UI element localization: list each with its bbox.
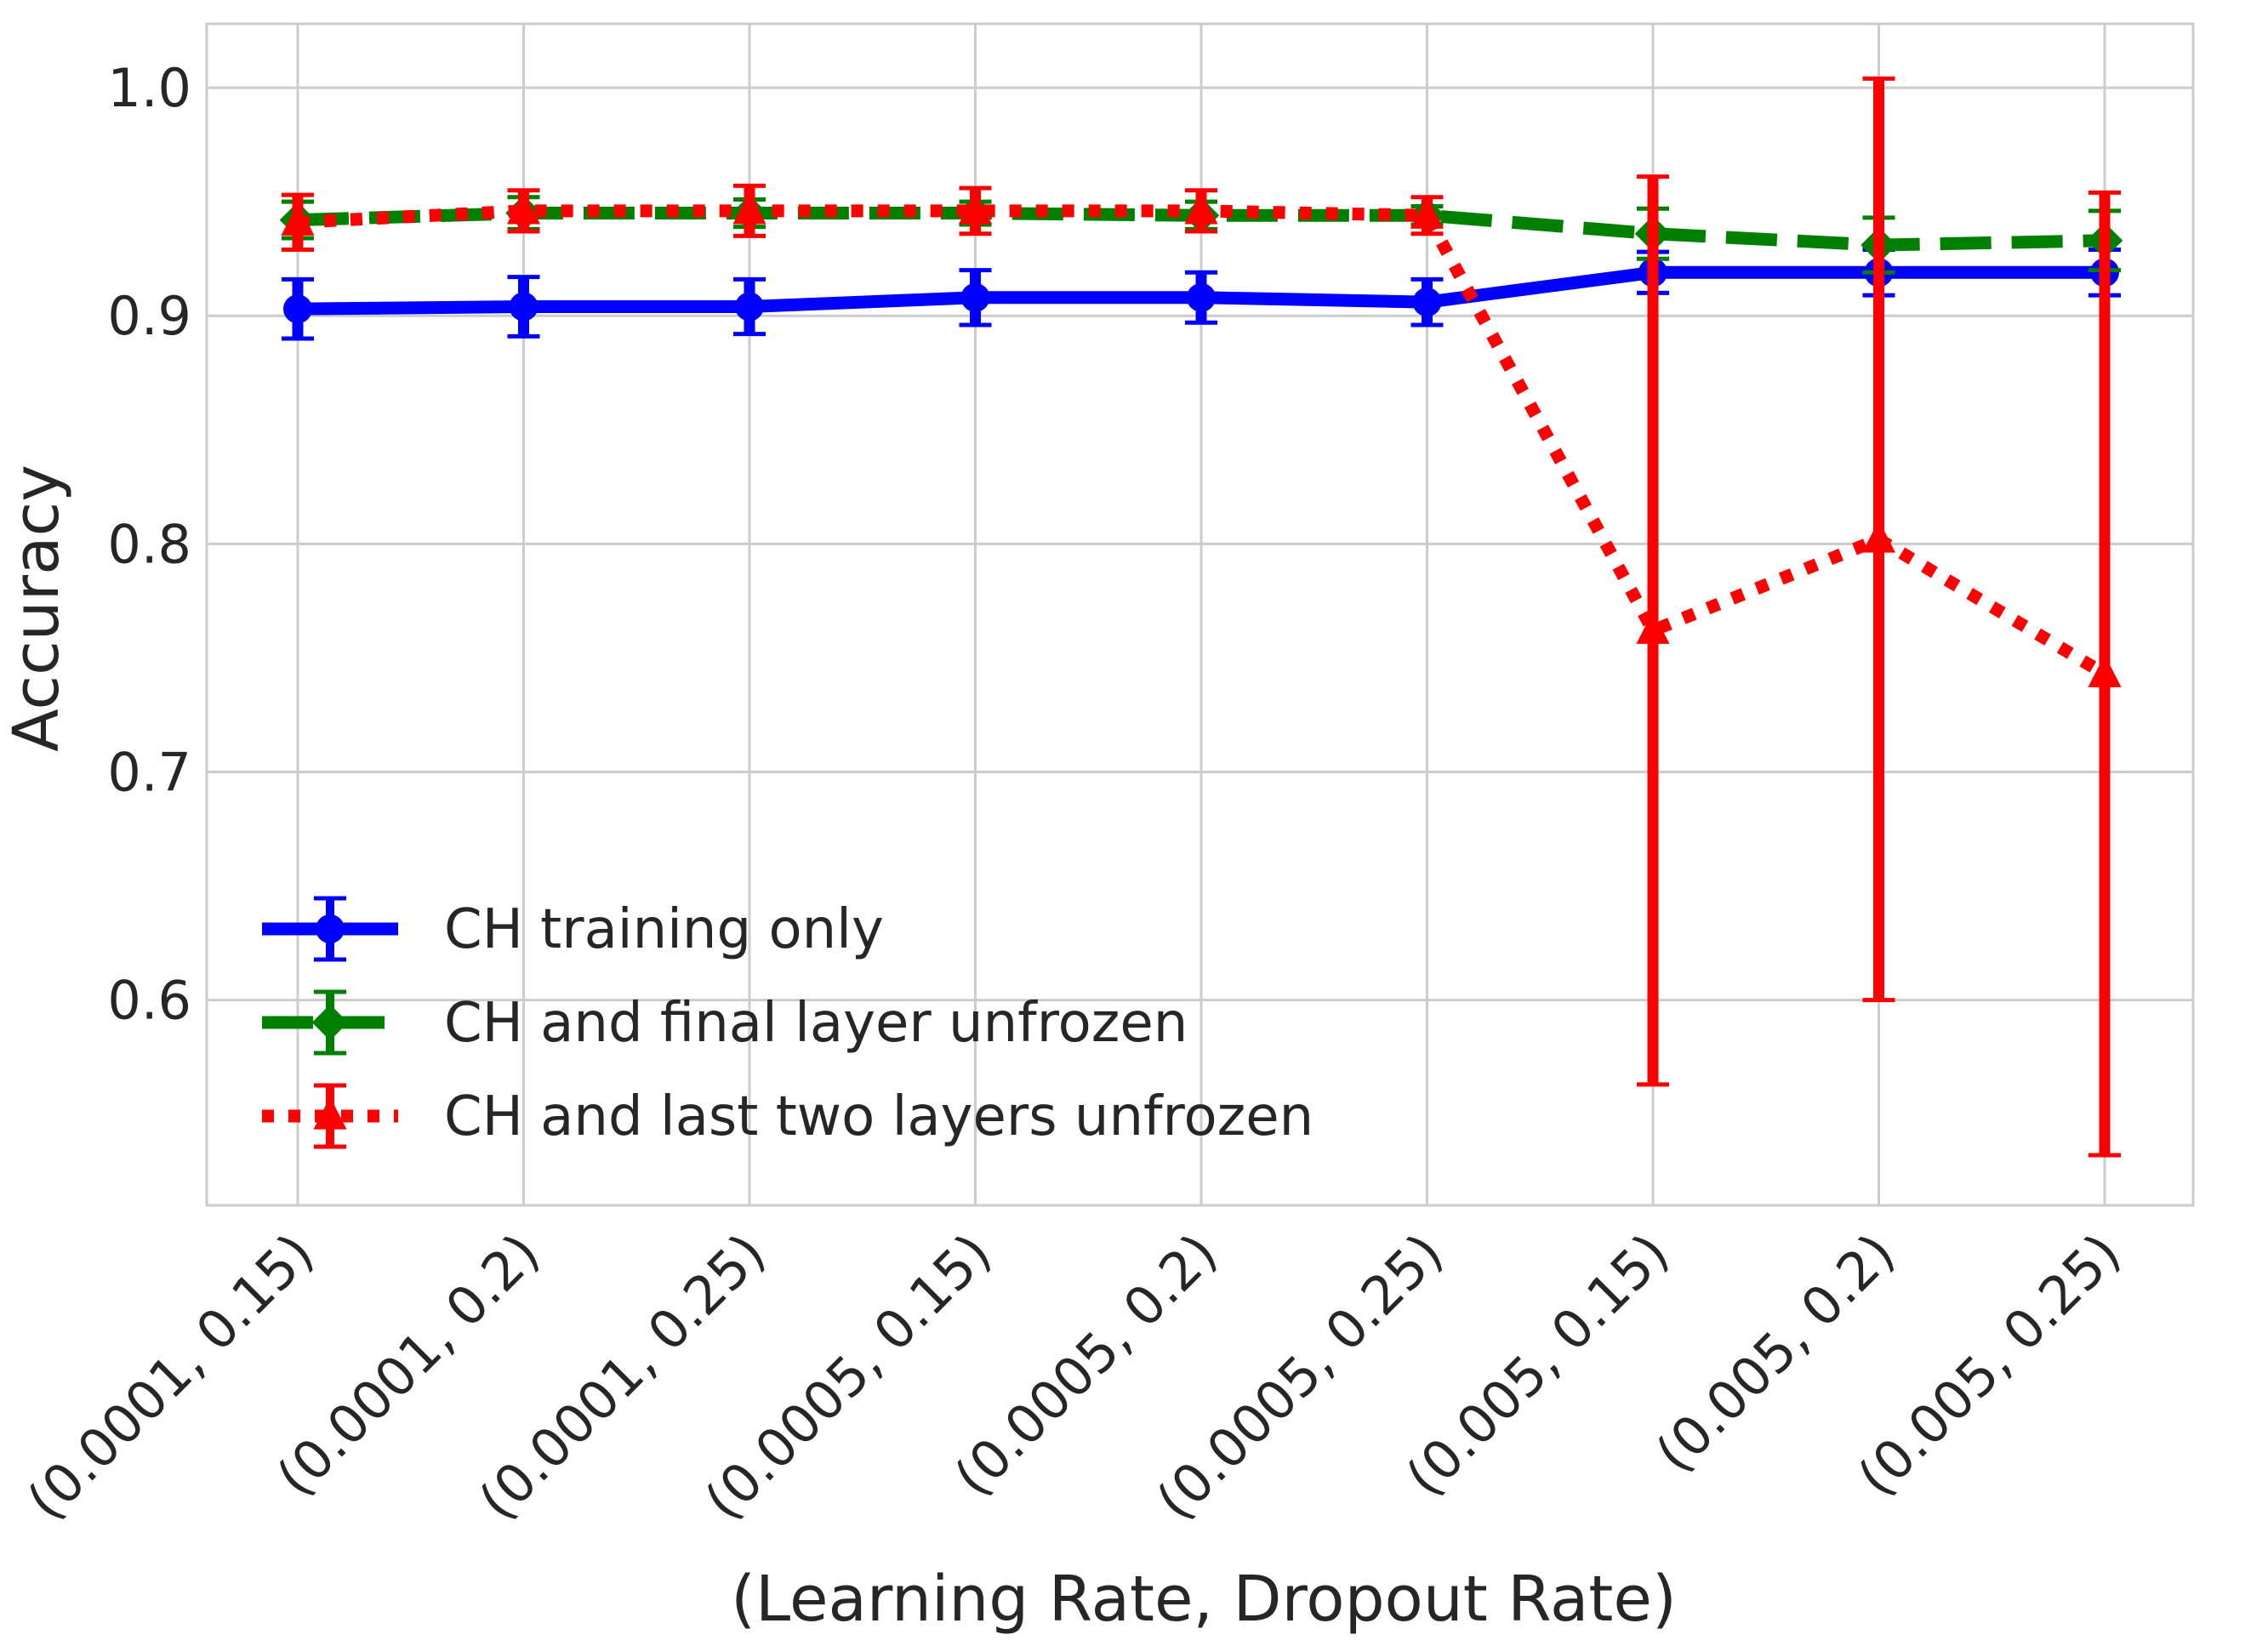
legend-marker	[313, 1096, 347, 1130]
data-point	[735, 292, 764, 322]
legend-marker	[311, 1004, 349, 1041]
legend: CH training only CH and final layer unfro…	[262, 896, 1314, 1149]
series-triangle	[281, 76, 2122, 1158]
data-point	[960, 282, 990, 312]
data-point	[958, 191, 993, 225]
data-point	[1412, 288, 1442, 317]
data-point	[509, 292, 539, 322]
data-point	[283, 294, 312, 324]
plot-frame	[205, 22, 2195, 1207]
x-axis-label: (Learning Rate, Dropout Rate)	[731, 1563, 1677, 1636]
data-point	[1184, 191, 1218, 225]
y-tick-label: 0.7	[107, 742, 191, 804]
series-group	[279, 76, 2123, 1158]
legend-label: CH training only	[444, 898, 884, 961]
data-point	[2088, 654, 2122, 687]
data-point	[1187, 282, 1216, 312]
x-tick-labels: (0.0001, 0.15)(0.0001, 0.2)(0.0001, 0.25…	[15, 1222, 2133, 1532]
data-point	[281, 202, 315, 236]
data-point	[732, 191, 766, 225]
y-axis-label: Accuracy	[0, 464, 73, 752]
data-point	[1861, 520, 1896, 553]
data-point	[1410, 196, 1445, 229]
legend-label: CH and last two layers unfrozen	[444, 1085, 1314, 1148]
y-tick-label: 1.0	[107, 57, 191, 119]
legend-marker	[316, 914, 345, 943]
plot-border	[205, 22, 2195, 1207]
y-tick-label: 0.6	[107, 970, 191, 1032]
x-tick-label: (0.0001, 0.15)	[15, 1222, 326, 1532]
y-tick-labels: 0.6 0.7 0.8 0.9 1.0	[107, 57, 191, 1032]
y-tick-label: 0.8	[107, 513, 191, 575]
data-point	[506, 191, 541, 225]
y-tick-label: 0.9	[107, 285, 191, 347]
data-point	[1636, 611, 1670, 644]
legend-label: CH and final layer unfrozen	[444, 992, 1188, 1055]
